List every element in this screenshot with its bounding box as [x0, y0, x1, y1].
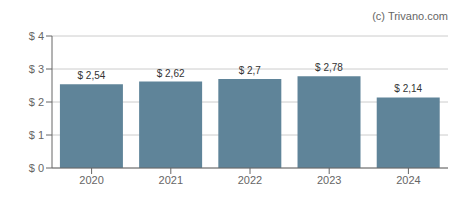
svg-text:$ 0: $ 0 [29, 162, 44, 174]
svg-text:$ 3: $ 3 [29, 63, 44, 75]
svg-text:$ 4: $ 4 [29, 30, 44, 42]
svg-text:2023: 2023 [317, 174, 341, 186]
svg-text:$ 2,7: $ 2,7 [239, 65, 262, 76]
svg-text:2024: 2024 [396, 174, 420, 186]
svg-text:2020: 2020 [79, 174, 103, 186]
svg-text:$ 2,54: $ 2,54 [78, 70, 106, 81]
svg-text:$ 2,78: $ 2,78 [315, 62, 343, 73]
svg-text:2022: 2022 [238, 174, 262, 186]
svg-text:$ 2,62: $ 2,62 [157, 68, 185, 79]
svg-text:$ 1: $ 1 [29, 129, 44, 141]
svg-text:$ 2,14: $ 2,14 [394, 83, 422, 94]
html-text:(c) Trivano.com: (c) Trivano.com [372, 10, 448, 22]
svg-text:2021: 2021 [159, 174, 183, 186]
svg-text:$ 2: $ 2 [29, 96, 44, 108]
